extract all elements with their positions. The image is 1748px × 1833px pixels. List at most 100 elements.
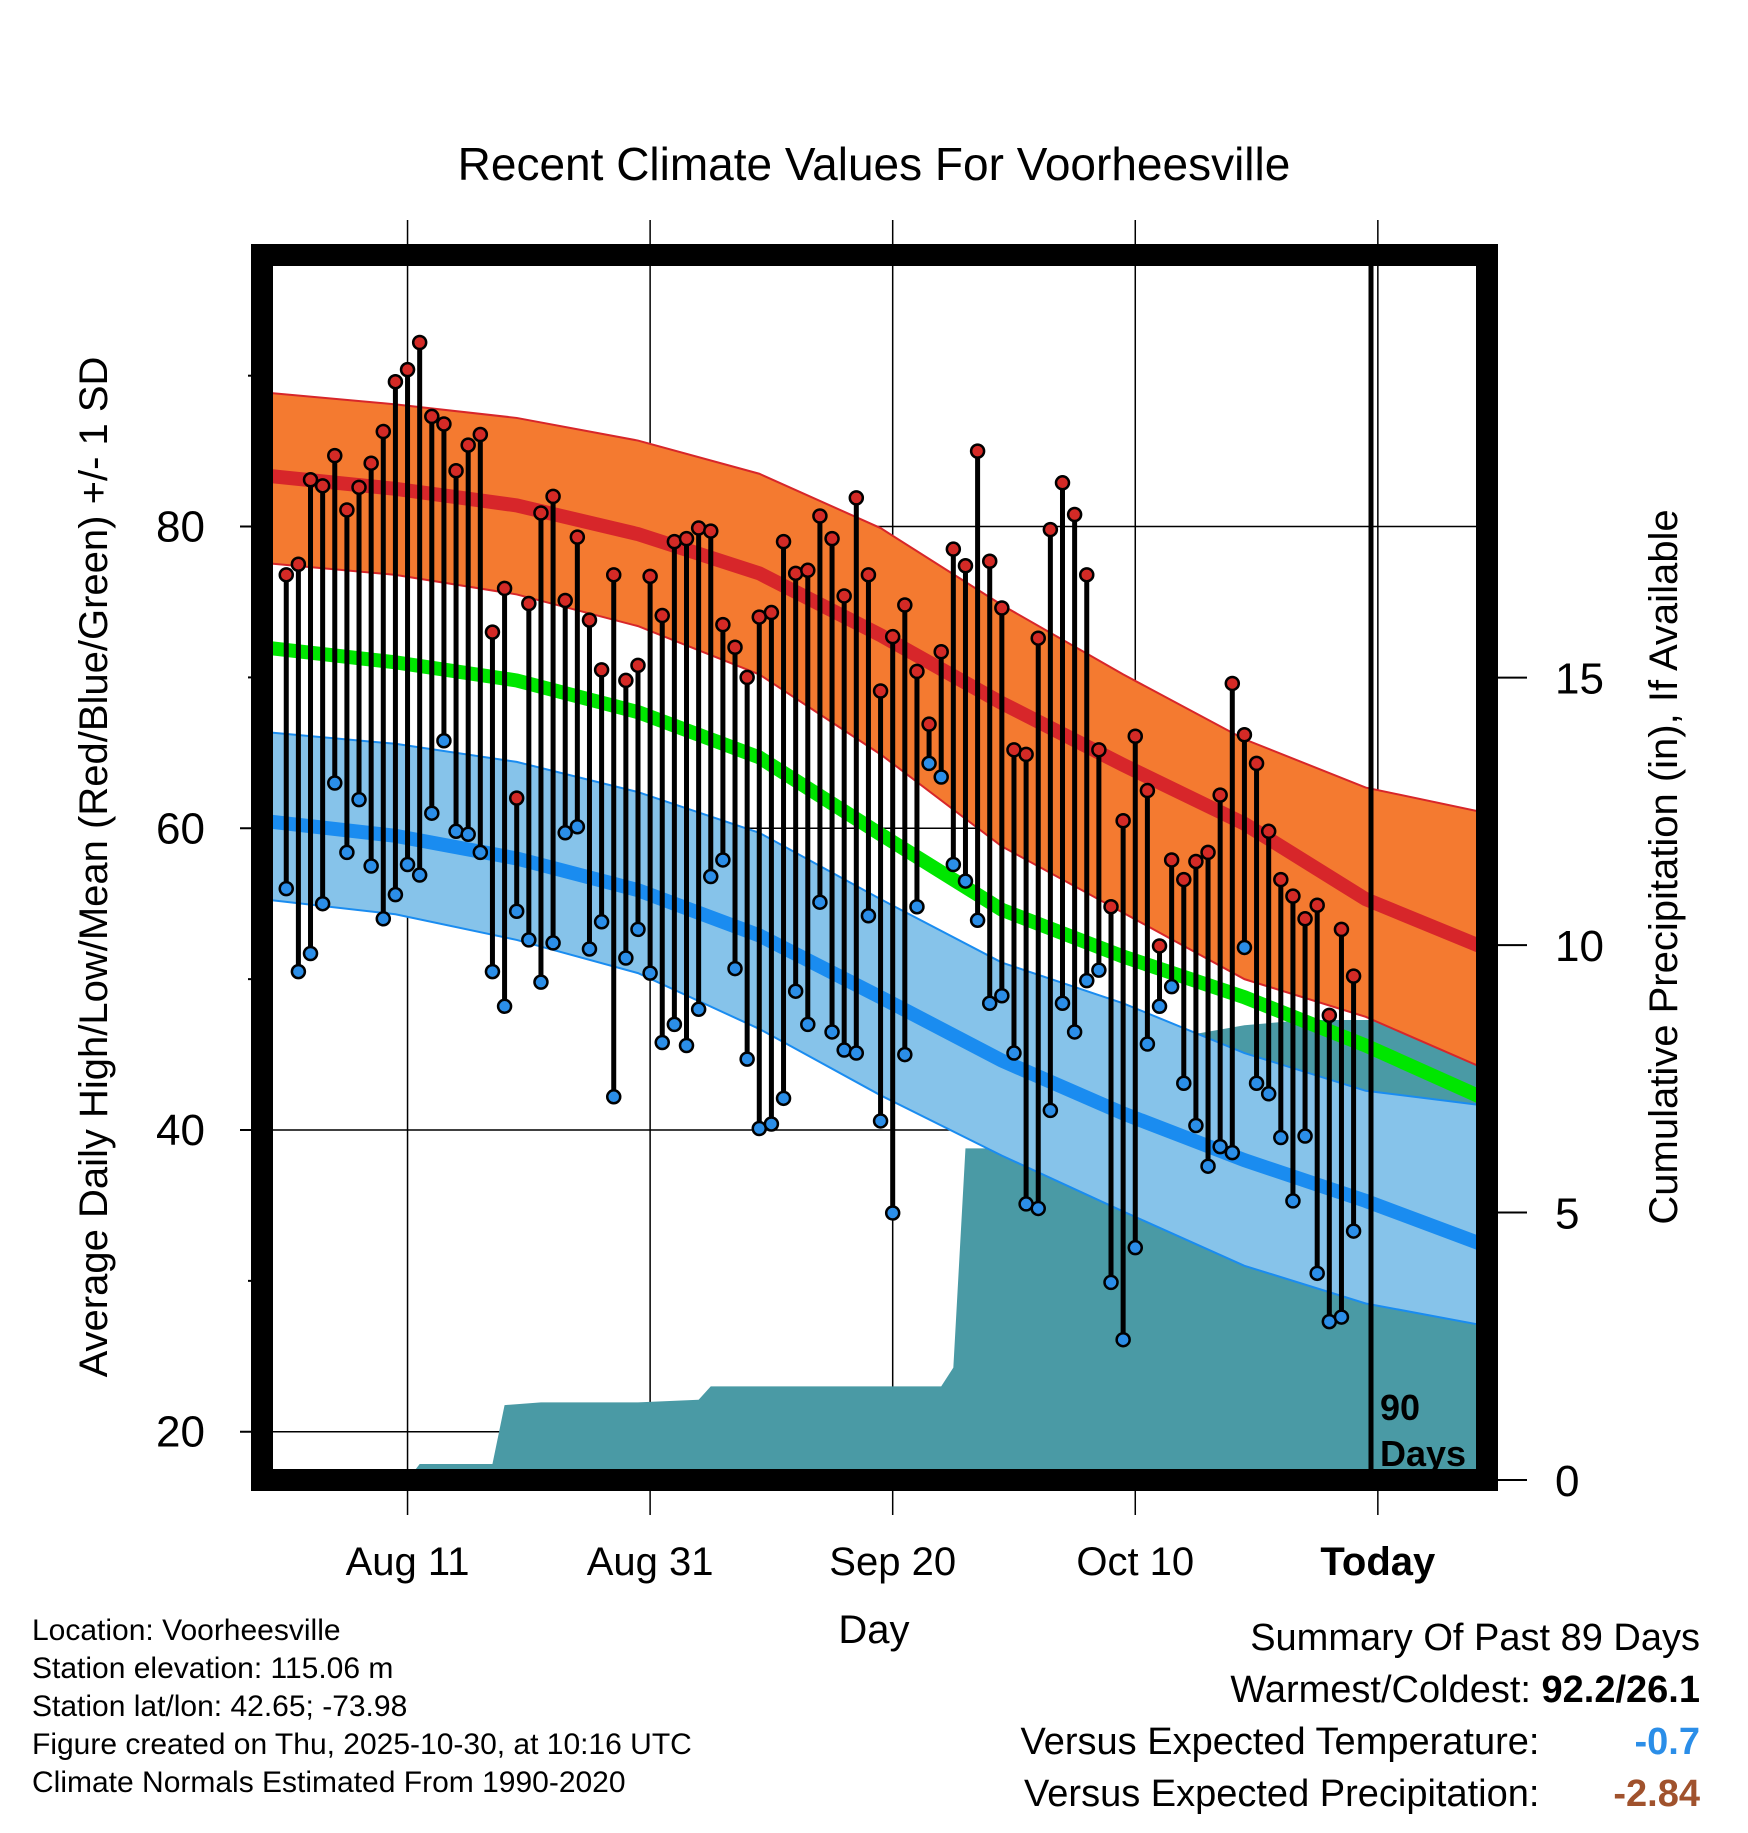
low-point (775, 1090, 792, 1107)
chart-title: Recent Climate Values For Voorheesville (458, 138, 1291, 190)
low-point (666, 1016, 683, 1033)
low-point (1200, 1158, 1216, 1174)
low-point (593, 914, 610, 930)
temp-value: -0.7 (1634, 1721, 1700, 1763)
high-point (884, 628, 901, 645)
high-point (569, 529, 586, 545)
high-point (557, 592, 573, 609)
high-point (727, 639, 743, 655)
high-point (1236, 726, 1253, 743)
daily-range-stems (283, 342, 1357, 1340)
high-point (327, 447, 343, 464)
x-tick-label: Aug 31 (587, 1540, 714, 1584)
y2-axis-label: Cumulative Precipitation (in), If Availa… (1642, 509, 1686, 1224)
low-point (1248, 1075, 1265, 1091)
high-point (1091, 742, 1107, 758)
high-point (278, 567, 295, 583)
high-point (1285, 888, 1301, 904)
low-point (703, 868, 719, 885)
high-point (1176, 871, 1192, 888)
high-point (642, 568, 658, 585)
high-point (1018, 746, 1034, 763)
low-point (690, 1001, 707, 1018)
high-point (1200, 844, 1216, 861)
high-point (472, 426, 489, 443)
low-point (994, 987, 1010, 1004)
high-point (314, 478, 331, 494)
high-point (957, 558, 974, 574)
low-point (897, 1046, 913, 1063)
high-point (921, 716, 937, 732)
x-tick-label: Today (1320, 1540, 1436, 1584)
high-point (909, 663, 925, 680)
low-point (1151, 998, 1168, 1015)
high-point (351, 479, 367, 496)
high-point (618, 672, 634, 689)
low-point (1163, 978, 1180, 995)
y-tick-label: 40 (156, 1106, 205, 1155)
high-point (424, 408, 440, 425)
low-point (1309, 1265, 1325, 1282)
low-point (921, 755, 937, 772)
low-point (424, 805, 440, 821)
low-sd-band (262, 730, 1487, 1328)
station-info: Location: Voorheesville Station elevatio… (32, 1612, 692, 1802)
low-point (872, 1113, 889, 1129)
high-point (1260, 823, 1277, 840)
low-point (1115, 1331, 1131, 1348)
high-point (484, 624, 501, 640)
low-point (1345, 1223, 1362, 1239)
high-point (1115, 812, 1131, 829)
high-point (375, 423, 392, 440)
low-point (375, 911, 392, 927)
low-point (1188, 1117, 1204, 1134)
x-tick-label: Aug 11 (346, 1540, 470, 1584)
low-point (1127, 1239, 1144, 1256)
low-point (860, 908, 877, 924)
temp-label: Versus Expected Temperature: (1020, 1721, 1540, 1763)
high-point (897, 597, 913, 613)
high-point (763, 604, 780, 621)
low-point (824, 1024, 840, 1040)
high-point (399, 361, 416, 378)
high-point (363, 455, 379, 471)
high-point (630, 657, 646, 674)
today-days-number: 90 (1380, 1387, 1420, 1428)
high-point (387, 373, 404, 390)
y2-tick-label: 10 (1555, 922, 1604, 971)
high-point (860, 567, 877, 583)
low-point (957, 873, 974, 889)
low-point (1079, 972, 1095, 989)
x-axis: Aug 11 Aug 31 Sep 20 Oct 10 Today (346, 1540, 1436, 1584)
low-point (521, 932, 537, 948)
high-point (715, 616, 731, 633)
low-point (945, 856, 962, 873)
created-text: Figure created on Thu, 2025-10-30, at 10… (32, 1728, 692, 1761)
high-point (290, 556, 307, 573)
low-point (1030, 1200, 1046, 1217)
low-point (387, 886, 404, 903)
low-point (981, 995, 998, 1012)
y-tick-label: 20 (156, 1408, 205, 1457)
high-point (1163, 852, 1180, 868)
summary-panel: Summary Of Past 89 Days Warmest/Coldest:… (1021, 1612, 1700, 1820)
low-point (715, 852, 731, 868)
low-point (739, 1051, 755, 1067)
high-point (1321, 1007, 1338, 1024)
x-tick-label: Oct 10 (1076, 1540, 1194, 1584)
low-point (933, 769, 949, 785)
today-days-word: Days (1380, 1433, 1466, 1474)
low-point (787, 983, 804, 999)
high-point (1042, 521, 1059, 538)
low-point (969, 912, 986, 929)
high-point (1030, 630, 1046, 646)
high-point (945, 541, 962, 557)
y-axis-right: 0 5 10 15 (1487, 655, 1604, 1506)
low-point (484, 963, 501, 980)
low-point (678, 1037, 695, 1054)
low-point (302, 945, 319, 962)
low-point (1042, 1102, 1059, 1119)
high-sd-band (262, 391, 1487, 1071)
high-point (1224, 675, 1241, 692)
